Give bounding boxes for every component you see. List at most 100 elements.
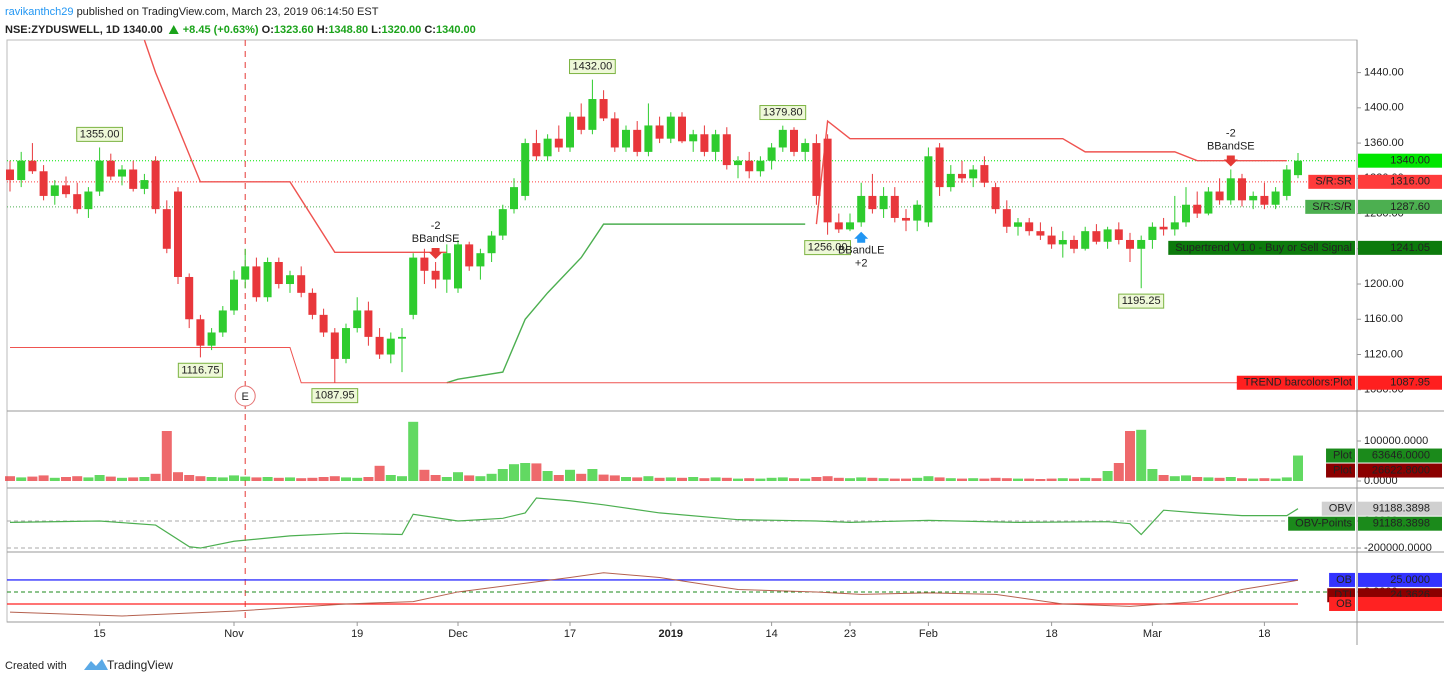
candle-body — [297, 275, 306, 293]
volume-bar — [105, 476, 116, 481]
candle-body — [1058, 239, 1067, 245]
candle-body — [700, 134, 709, 152]
volume-bar — [677, 477, 687, 481]
series-name: Plot — [1333, 449, 1352, 461]
candle-body — [622, 129, 630, 148]
volume-bar — [262, 477, 273, 481]
volume-bar — [240, 476, 251, 481]
price-annotation: 1195.25 — [1122, 295, 1161, 307]
value-box — [1358, 153, 1442, 168]
candle-body — [185, 276, 194, 320]
candle-body — [442, 253, 451, 280]
y-tick-label: 100000.0000 — [1364, 435, 1428, 447]
candle-body — [633, 129, 642, 152]
volume-bar — [553, 475, 564, 481]
candle-body — [610, 118, 619, 148]
name-box — [1329, 572, 1355, 587]
x-tick-label: Nov — [224, 628, 244, 640]
volume-bar — [229, 475, 239, 481]
candle-body — [543, 138, 552, 157]
volume-bar — [1102, 471, 1113, 481]
volume-bar — [16, 477, 27, 481]
volume-bar — [285, 477, 295, 481]
volume-bar — [1169, 476, 1180, 481]
candle-body — [319, 314, 328, 333]
volume-bar — [1046, 478, 1057, 481]
candle-body — [566, 116, 574, 148]
volume-bar — [1281, 477, 1292, 481]
signal-qty: +2 — [855, 258, 868, 270]
volume-bar — [744, 478, 755, 481]
volume-bar — [923, 476, 934, 481]
value-label: 26622.8000 — [1372, 464, 1430, 476]
candle-body — [1215, 191, 1224, 201]
candle-body — [1002, 209, 1011, 227]
footer-brand: TradingView — [107, 658, 173, 672]
volume-bar — [217, 477, 228, 481]
name-box — [1305, 199, 1355, 214]
name-box — [1288, 516, 1355, 531]
value-label: 1087.95 — [1390, 377, 1430, 389]
candle-body — [958, 173, 966, 179]
volume-bar — [128, 477, 139, 481]
volume-bar — [72, 476, 83, 481]
volume-bar — [397, 476, 407, 481]
candle-body — [498, 209, 507, 236]
candle-body — [722, 134, 731, 166]
volume-bar — [486, 473, 497, 481]
supertrend-line — [815, 119, 1287, 225]
symbol-line: NSE:ZYDUSWELL, 1D 1340.00 — [5, 24, 163, 36]
value-label: 91188.3898 — [1373, 518, 1430, 530]
series-name: OB — [1336, 574, 1352, 586]
volume-bar — [609, 475, 620, 481]
candle-body — [1092, 231, 1101, 242]
volume-bar — [654, 477, 665, 481]
change-line: +8.45 (+0.63%) O:1323.60 H:1348.80 L:132… — [183, 24, 476, 36]
candle-body — [1081, 231, 1090, 249]
signal-qty: -2 — [1226, 127, 1236, 139]
candle-body — [420, 257, 429, 271]
volume-bar — [587, 469, 598, 481]
price-annotation: 1432.00 — [573, 61, 613, 73]
volume-bar — [161, 431, 172, 481]
value-label: 1287.60 — [1390, 201, 1430, 213]
candle-body — [689, 134, 698, 142]
candle-body — [532, 143, 541, 157]
y-tick-label: 1440.00 — [1364, 67, 1404, 79]
volume-bar — [1024, 478, 1035, 481]
candle-body — [734, 160, 742, 166]
x-tick-label: 18 — [1045, 628, 1057, 640]
volume-bar — [206, 477, 217, 481]
volume-bar — [1237, 478, 1247, 481]
volume-bar — [374, 465, 385, 481]
volume-bar — [822, 476, 833, 481]
x-tick-label: 18 — [1258, 628, 1270, 640]
candle-body — [1070, 239, 1078, 249]
volume-bar — [430, 475, 441, 481]
annotation-box — [804, 240, 851, 256]
candle-body — [162, 209, 171, 249]
volume-bar — [1270, 478, 1281, 481]
signal-arrow — [1223, 155, 1238, 167]
publisher-line: ravikanthch29 published on TradingView.c… — [5, 6, 379, 18]
candle-body — [980, 165, 989, 183]
volume-bar — [1214, 477, 1225, 481]
candle-body — [151, 160, 160, 210]
volume-bar — [464, 475, 475, 481]
volume-bar — [845, 478, 855, 481]
y-tick-label: -200000.0000 — [1364, 542, 1432, 554]
candle-body — [50, 185, 59, 196]
candle-body — [812, 143, 821, 196]
annotation-box — [177, 362, 223, 378]
candle-body — [308, 292, 317, 315]
candle-body — [1294, 160, 1302, 176]
candle-body — [106, 160, 115, 177]
volume-bar — [576, 473, 587, 481]
h-value: 1348.80 — [328, 24, 368, 36]
candle-body — [666, 116, 675, 139]
name-box — [1321, 501, 1355, 516]
volume-bar — [509, 464, 519, 481]
candle-body — [1036, 231, 1045, 236]
volume-bar — [296, 478, 307, 481]
candle-body — [84, 191, 93, 210]
